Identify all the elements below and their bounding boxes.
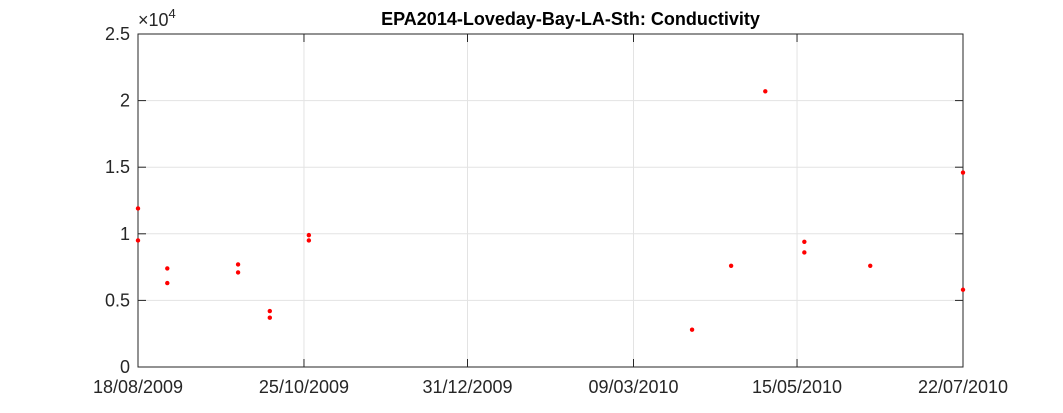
x-tick-label: 31/12/2009 xyxy=(422,377,512,397)
y-tick-label: 1 xyxy=(120,224,130,244)
data-point xyxy=(802,250,807,255)
y-tick-label: 0 xyxy=(120,357,130,377)
data-point xyxy=(763,89,768,94)
tick-marks xyxy=(137,33,964,368)
data-point xyxy=(235,270,241,275)
y-axis-multiplier: ×104 xyxy=(138,6,176,30)
y-multiplier-exponent: 4 xyxy=(169,6,176,21)
data-point xyxy=(235,262,241,267)
x-tick-label: 15/05/2010 xyxy=(752,377,842,397)
y-multiplier-base: ×10 xyxy=(138,10,169,30)
x-tick-label: 09/03/2010 xyxy=(588,377,678,397)
grid-lines xyxy=(137,33,964,368)
y-tick-label: 2.5 xyxy=(105,24,130,44)
x-tick-labels: 18/08/2009 25/10/2009 31/12/2009 09/03/2010… xyxy=(93,377,1008,397)
data-point xyxy=(728,263,734,268)
data-point xyxy=(135,238,141,243)
y-tick-label: 0.5 xyxy=(105,290,130,310)
data-point xyxy=(267,308,273,314)
x-tick-label: 25/10/2009 xyxy=(259,377,349,397)
data-point xyxy=(267,315,273,320)
data-point xyxy=(306,238,312,243)
data-point xyxy=(868,263,873,268)
data-point xyxy=(135,206,141,211)
chart-title: EPA2014-Loveday-Bay-LA-Sth: Conductivity xyxy=(381,9,760,29)
x-tick-label: 22/07/2010 xyxy=(918,377,1008,397)
y-tick-labels: 0 0.5 1 1.5 2 2.5 xyxy=(105,24,130,377)
y-tick-label: 2 xyxy=(120,91,130,111)
data-points xyxy=(135,89,966,332)
data-point xyxy=(960,170,966,175)
data-point xyxy=(165,266,170,271)
data-point xyxy=(689,327,695,332)
y-tick-label: 1.5 xyxy=(105,157,130,177)
axes-box xyxy=(137,33,964,368)
data-point xyxy=(960,287,966,292)
data-point xyxy=(165,280,170,286)
x-tick-label: 18/08/2009 xyxy=(93,377,183,397)
data-point xyxy=(306,232,312,238)
data-point xyxy=(802,239,807,244)
